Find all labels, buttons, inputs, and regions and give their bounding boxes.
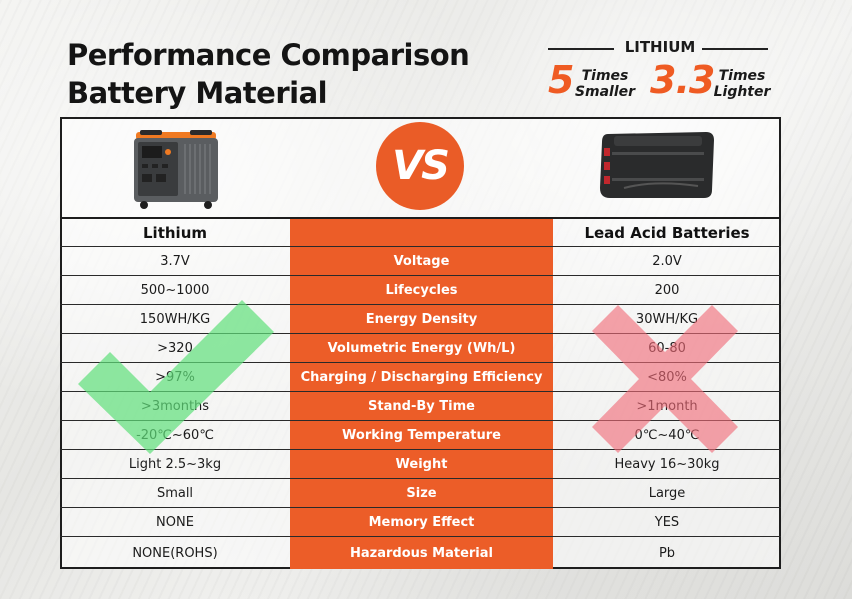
attribute-label: Size <box>406 485 437 501</box>
table-row: 3.7V Voltage 2.0V <box>60 247 781 276</box>
attribute-label: Weight <box>395 456 448 472</box>
lithium-value: 3.7V <box>160 253 190 269</box>
table-row: >97% Charging / Discharging Efficiency <… <box>60 363 781 392</box>
vs-badge: VS <box>376 122 464 210</box>
size-caption-line1: Times <box>581 68 629 84</box>
power-station-image <box>134 130 218 209</box>
page-title: Performance Comparison Battery Material <box>67 36 470 112</box>
weight-value: 3.3 <box>650 58 715 102</box>
lithium-value: >97% <box>155 369 195 385</box>
table-row: Small Size Large <box>60 479 781 508</box>
lead-acid-value: 30WH/KG <box>635 311 699 327</box>
attribute-label: Working Temperature <box>342 427 501 443</box>
table-row: NONE(ROHS) Hazardous Material Pb <box>60 537 781 569</box>
lithium-value: -20℃~60℃ <box>136 427 214 443</box>
attribute-label: Stand-By Time <box>368 398 475 414</box>
table-row: >320 Volumetric Energy (Wh/L) 60-80 <box>60 334 781 363</box>
lithium-value: Light 2.5~3kg <box>128 456 222 472</box>
weight-caption-line2: Lighter <box>713 84 771 100</box>
lithium-value: NONE <box>156 514 194 530</box>
lithium-badge: LITHIUM 5 Times Smaller 3.3 Times Lighte… <box>548 36 770 108</box>
lead-acid-value: Pb <box>658 545 676 561</box>
table-row: NONE Memory Effect YES <box>60 508 781 537</box>
lithium-column-header: Lithium <box>143 223 207 242</box>
attribute-label: Lifecycles <box>385 282 458 298</box>
title-line-2: Battery Material <box>67 76 328 110</box>
table-row: Light 2.5~3kg Weight Heavy 16~30kg <box>60 450 781 479</box>
attribute-label: Memory Effect <box>368 514 475 530</box>
lithium-value: NONE(ROHS) <box>132 545 218 561</box>
lithium-value: Small <box>156 485 194 501</box>
attribute-label: Voltage <box>393 253 450 269</box>
weight-caption: Times Lighter <box>711 68 773 100</box>
lead-acid-value: 0℃~40℃ <box>634 427 700 443</box>
lead-acid-value: >1month <box>636 398 698 414</box>
badge-rule-right <box>702 48 768 50</box>
lithium-value: >3months <box>140 398 210 414</box>
size-value: 5 <box>548 58 575 102</box>
title-line-1: Performance Comparison <box>67 38 470 72</box>
lead-acid-value: Large <box>648 485 686 501</box>
lead-acid-column-header: Lead Acid Batteries <box>584 223 750 242</box>
lead-acid-value: <80% <box>647 369 687 385</box>
size-caption-line2: Smaller <box>574 84 636 100</box>
table-row: >3months Stand-By Time >1month <box>60 392 781 421</box>
lead-acid-battery-image <box>600 132 714 198</box>
lithium-value: >320 <box>157 340 193 356</box>
table-row: -20℃~60℃ Working Temperature 0℃~40℃ <box>60 421 781 450</box>
lead-acid-value: Heavy 16~30kg <box>614 456 720 472</box>
attribute-label: Charging / Discharging Efficiency <box>300 369 543 385</box>
lithium-value: 500~1000 <box>140 282 210 298</box>
attribute-label: Volumetric Energy (Wh/L) <box>327 340 516 356</box>
column-header-row: Lithium Lead Acid Batteries <box>60 217 781 247</box>
lead-acid-value: 60-80 <box>648 340 686 356</box>
lead-acid-value: 2.0V <box>652 253 682 269</box>
badge-heading: LITHIUM <box>624 38 696 56</box>
lead-acid-value: YES <box>654 514 680 530</box>
attribute-label: Hazardous Material <box>350 545 493 561</box>
lithium-value: 150WH/KG <box>139 311 211 327</box>
weight-caption-line1: Times <box>718 68 766 84</box>
badge-rule-left <box>548 48 614 50</box>
attribute-label: Energy Density <box>365 311 478 327</box>
table-row: 500~1000 Lifecycles 200 <box>60 276 781 305</box>
table-row: 150WH/KG Energy Density 30WH/KG <box>60 305 781 334</box>
size-caption: Times Smaller <box>574 68 636 100</box>
lead-acid-value: 200 <box>654 282 680 298</box>
